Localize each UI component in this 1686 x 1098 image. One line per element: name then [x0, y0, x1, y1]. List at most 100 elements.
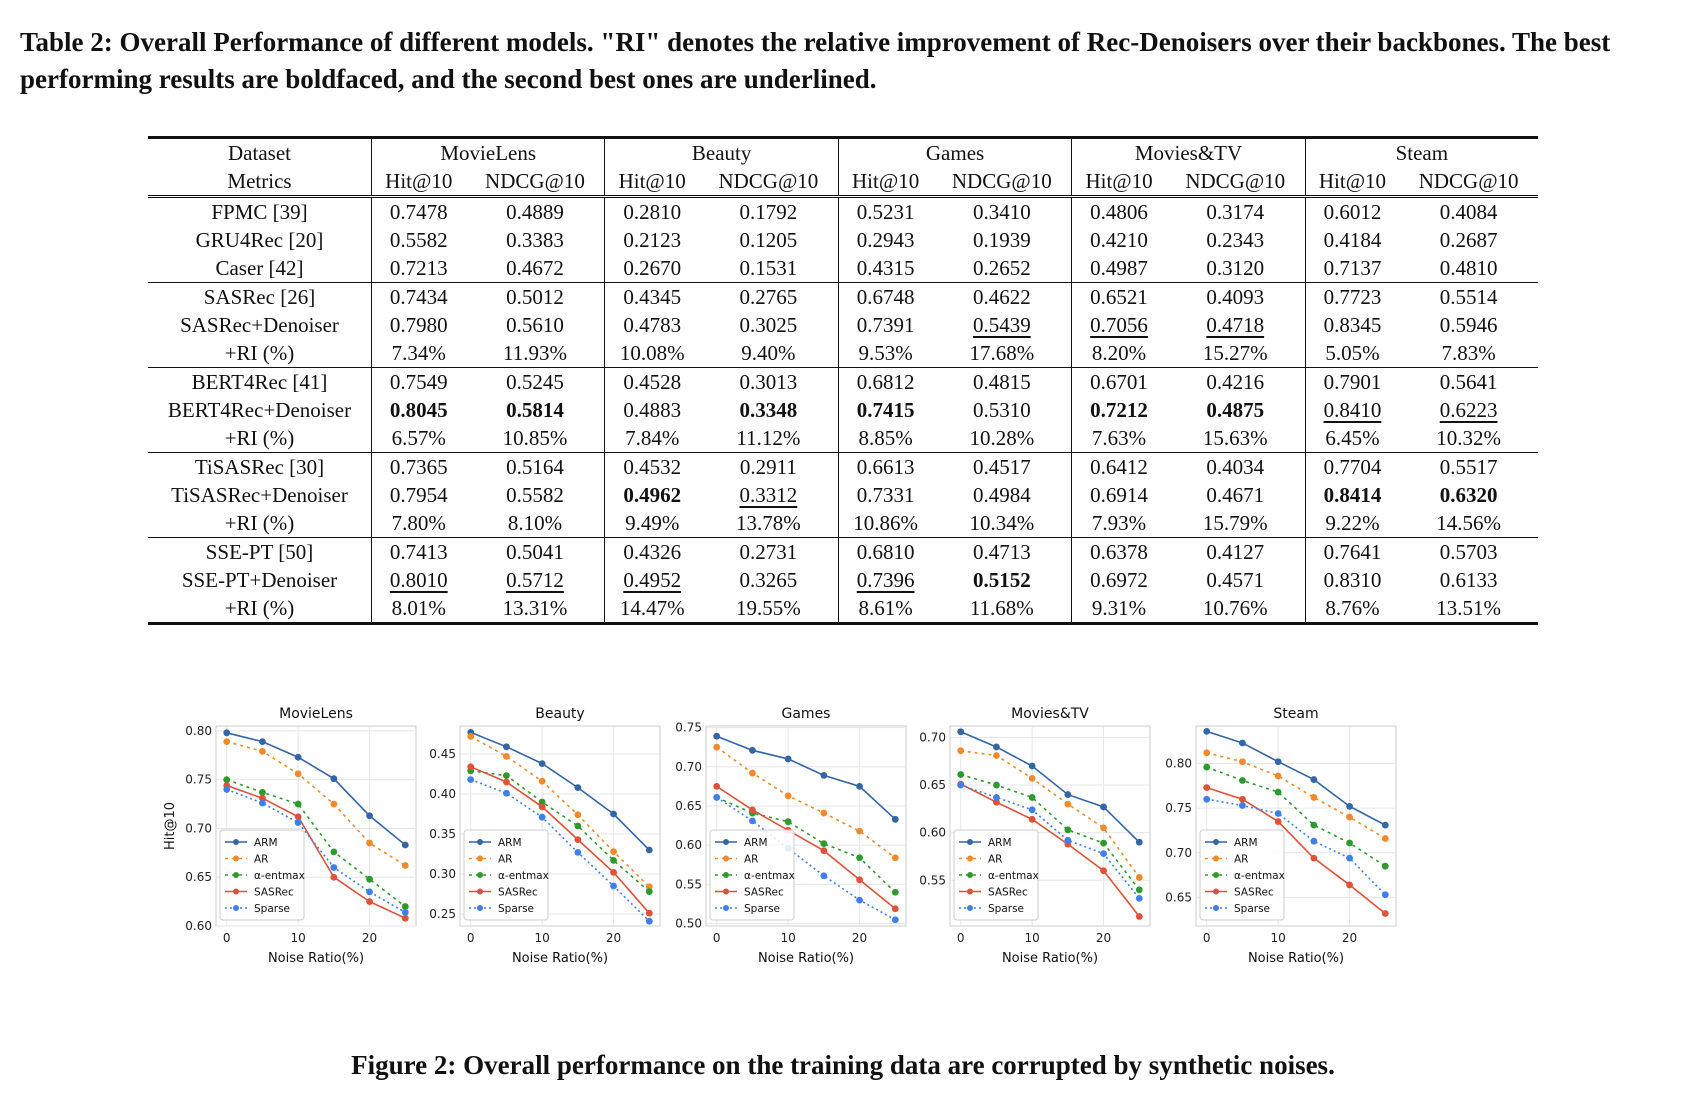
- cell-value: 0.5152: [972, 567, 1031, 592]
- cell-value: 0.4889: [506, 199, 564, 224]
- cell-value: 0.7954: [389, 482, 448, 507]
- results-table-body: FPMC [39] 0.7478 0.4889 0.2810 0.1792 0.5231 0…: [148, 196, 1538, 625]
- data-point: [259, 794, 266, 802]
- cell-value: 0.4987: [1090, 255, 1148, 280]
- table-cell: 0.4517: [932, 452, 1072, 481]
- cell-value: 8.76%: [1325, 595, 1380, 620]
- cell-value: 0.3383: [506, 227, 564, 252]
- table-cell: 7.84%: [604, 424, 699, 453]
- data-point: [538, 760, 546, 767]
- cell-value: 0.4883: [623, 397, 682, 422]
- row-label: TiSASRec [30]: [148, 452, 372, 481]
- cell-value: 0.5703: [1439, 539, 1498, 564]
- table-cell: 0.4718: [1166, 311, 1305, 339]
- data-point: [401, 914, 409, 922]
- table-cell: 0.5164: [465, 452, 605, 481]
- data-point: [223, 738, 231, 746]
- cell-value: 17.68%: [969, 340, 1035, 365]
- cell-value: 9.40%: [741, 340, 796, 365]
- table-cell: 10.32%: [1399, 424, 1538, 453]
- table-cell: 7.80%: [370, 509, 466, 538]
- legend-label: AR: [988, 854, 1002, 866]
- data-point: [401, 862, 409, 869]
- cell-value: 0.2911: [739, 454, 797, 479]
- table-cell: 8.61%: [837, 594, 933, 625]
- table-cell: 0.1792: [699, 197, 838, 227]
- table-cell: 0.3120: [1166, 254, 1305, 283]
- cell-value: 0.4806: [1090, 199, 1148, 224]
- x-tick-label: 10: [1271, 931, 1286, 945]
- cell-value: 15.63%: [1202, 425, 1268, 450]
- series-line: [960, 784, 1140, 899]
- table-cell: 0.6223: [1399, 396, 1538, 424]
- table-cell: 0.5610: [466, 311, 605, 339]
- cell-value: 0.6810: [856, 539, 915, 564]
- x-axis-label: Noise Ratio(%): [1248, 951, 1344, 966]
- table-cell: 0.5439: [932, 311, 1071, 339]
- results-table: Dataset MovieLens Beauty Games Movies&TV…: [148, 136, 1538, 625]
- table-cell: 11.12%: [699, 424, 838, 453]
- table-cell: 0.4889: [466, 197, 605, 227]
- table-cell: 0.6810: [837, 537, 933, 566]
- cell-value: 0.7704: [1323, 454, 1382, 479]
- x-tick-label: 10: [291, 931, 306, 945]
- y-tick-label: 0.60: [919, 826, 946, 840]
- data-point: [366, 888, 373, 896]
- cell-value: 0.5814: [506, 397, 564, 422]
- cell-value: 13.31%: [502, 595, 568, 620]
- series-line: [226, 788, 406, 914]
- legend-marker: [967, 855, 973, 862]
- table-row: TiSASRec [30] 0.7365 0.5164 0.4532 0.2911 0.6…: [148, 452, 1538, 481]
- cell-value: 0.4210: [1090, 227, 1148, 252]
- legend-marker: [1213, 872, 1219, 878]
- row-label: GRU4Rec [20]: [195, 227, 324, 252]
- cell-value: 0.2670: [623, 255, 682, 280]
- results-table-container: Dataset MovieLens Beauty Games Movies&TV…: [148, 136, 1538, 625]
- data-point: [259, 738, 266, 746]
- data-point: [1028, 794, 1036, 801]
- data-point: [467, 733, 475, 740]
- metric-header: Hit@10: [1304, 167, 1400, 198]
- cell-value: 0.3265: [739, 567, 798, 592]
- data-point: [784, 818, 792, 826]
- table-cell: 0.4713: [932, 537, 1072, 566]
- table-cell: 0.4034: [1165, 452, 1306, 481]
- data-point: [294, 770, 302, 778]
- cell-value: 0.7723: [1323, 284, 1382, 309]
- table-cell: 0.4571: [1166, 566, 1305, 594]
- cell-value: 0.4517: [972, 454, 1031, 479]
- table-cell: 0.2731: [698, 537, 839, 566]
- cell-value: 0.7212: [1090, 397, 1148, 422]
- cell-value: 0.6748: [856, 284, 915, 309]
- cell-value: 0.6812: [856, 369, 915, 394]
- x-axis-label: Noise Ratio(%): [758, 951, 854, 966]
- row-label: +RI (%): [224, 340, 295, 365]
- row-label: +RI (%): [224, 425, 295, 450]
- table-cell: 0.4127: [1165, 537, 1306, 566]
- cell-value: 0.6701: [1090, 369, 1148, 394]
- cell-value: 0.5231: [856, 199, 915, 224]
- data-point: [856, 876, 863, 884]
- legend-marker: [723, 905, 729, 911]
- table-cell: 14.56%: [1399, 509, 1538, 538]
- table-cell: 0.7549: [370, 367, 466, 396]
- y-tick-label: 0.60: [185, 919, 212, 933]
- cell-value: 0.5439: [972, 312, 1031, 337]
- data-point: [1381, 835, 1389, 842]
- data-point: [820, 772, 828, 779]
- cell-value: 19.55%: [736, 595, 801, 620]
- cell-value: 0.4345: [623, 284, 682, 309]
- figure-2-panels: 0 10 20 0.60 0.65 0.70 0.75 0.80 MovieLens Noise …: [160, 700, 1660, 1000]
- cell-value: 0.4783: [623, 312, 682, 337]
- cell-value: 0.8345: [1323, 312, 1382, 337]
- legend-label: SASRec: [254, 887, 294, 899]
- table-cell: 0.4532: [604, 452, 699, 481]
- data-point: [1100, 867, 1107, 875]
- table-cell: 0.3312: [699, 481, 838, 509]
- table-cell: 0.4345: [604, 282, 699, 311]
- data-point: [503, 778, 510, 786]
- table-cell: 0.7434: [370, 282, 466, 311]
- row-label: SSE-PT [50]: [148, 537, 372, 566]
- table-cell: 0.4084: [1399, 197, 1538, 227]
- data-point: [401, 841, 409, 849]
